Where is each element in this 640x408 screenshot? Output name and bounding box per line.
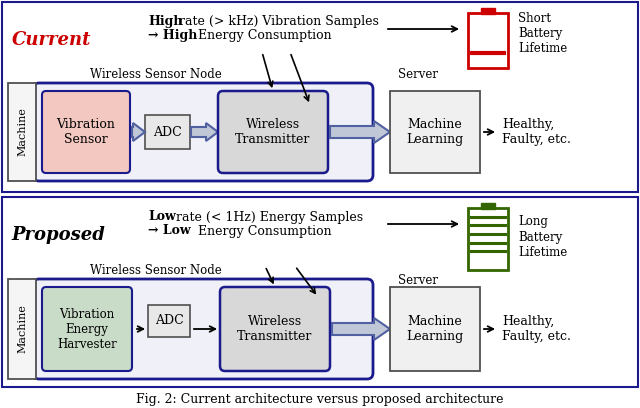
Text: High: High xyxy=(148,16,182,29)
Text: Current: Current xyxy=(12,31,92,49)
Text: ADC: ADC xyxy=(152,126,181,138)
Bar xyxy=(390,91,480,173)
Text: Energy Consumption: Energy Consumption xyxy=(194,29,332,42)
Text: Proposed: Proposed xyxy=(11,226,105,244)
Text: Long
Battery
Lifetime: Long Battery Lifetime xyxy=(518,215,567,259)
Text: Wireless
Transmitter: Wireless Transmitter xyxy=(236,118,310,146)
Text: → High: → High xyxy=(148,29,197,42)
Text: Low: Low xyxy=(148,211,176,224)
Bar xyxy=(468,208,508,270)
Text: Wireless Sensor Node: Wireless Sensor Node xyxy=(90,69,221,82)
Bar xyxy=(481,203,495,209)
FancyBboxPatch shape xyxy=(33,83,373,181)
Text: Healthy,
Faulty, etc.: Healthy, Faulty, etc. xyxy=(502,315,571,343)
Bar xyxy=(468,13,508,68)
Text: → Low: → Low xyxy=(148,224,191,237)
FancyBboxPatch shape xyxy=(42,287,132,371)
Text: Machine: Machine xyxy=(17,304,27,353)
Text: Machine
Learning: Machine Learning xyxy=(406,315,463,343)
Text: Fig. 2: Current architecture versus proposed architecture: Fig. 2: Current architecture versus prop… xyxy=(136,393,504,406)
FancyBboxPatch shape xyxy=(220,287,330,371)
Polygon shape xyxy=(132,123,145,141)
Text: Server: Server xyxy=(398,275,438,288)
FancyBboxPatch shape xyxy=(33,279,373,379)
Text: Wireless Sensor Node: Wireless Sensor Node xyxy=(90,264,221,277)
Text: Server: Server xyxy=(398,69,438,82)
Text: Vibration
Sensor: Vibration Sensor xyxy=(56,118,115,146)
Polygon shape xyxy=(191,123,218,141)
Text: Healthy,
Faulty, etc.: Healthy, Faulty, etc. xyxy=(502,118,571,146)
Text: Wireless
Transmitter: Wireless Transmitter xyxy=(237,315,313,343)
Bar xyxy=(148,305,190,337)
Bar xyxy=(481,8,495,14)
FancyBboxPatch shape xyxy=(218,91,328,173)
Polygon shape xyxy=(330,121,390,143)
Bar xyxy=(145,115,190,149)
Text: Vibration
Energy
Harvester: Vibration Energy Harvester xyxy=(57,308,117,350)
Bar xyxy=(390,287,480,371)
Text: rate (< 1Hz) Energy Samples: rate (< 1Hz) Energy Samples xyxy=(172,211,363,224)
FancyBboxPatch shape xyxy=(42,91,130,173)
Text: ADC: ADC xyxy=(155,315,184,328)
Bar xyxy=(8,279,36,379)
Bar xyxy=(2,197,638,387)
Text: Machine: Machine xyxy=(17,108,27,156)
Bar xyxy=(8,83,36,181)
Text: rate (> kHz) Vibration Samples: rate (> kHz) Vibration Samples xyxy=(175,16,379,29)
Text: Machine
Learning: Machine Learning xyxy=(406,118,463,146)
Text: Energy Consumption: Energy Consumption xyxy=(194,224,332,237)
Polygon shape xyxy=(332,318,390,340)
Text: Short
Battery
Lifetime: Short Battery Lifetime xyxy=(518,11,567,55)
Bar xyxy=(2,2,638,192)
